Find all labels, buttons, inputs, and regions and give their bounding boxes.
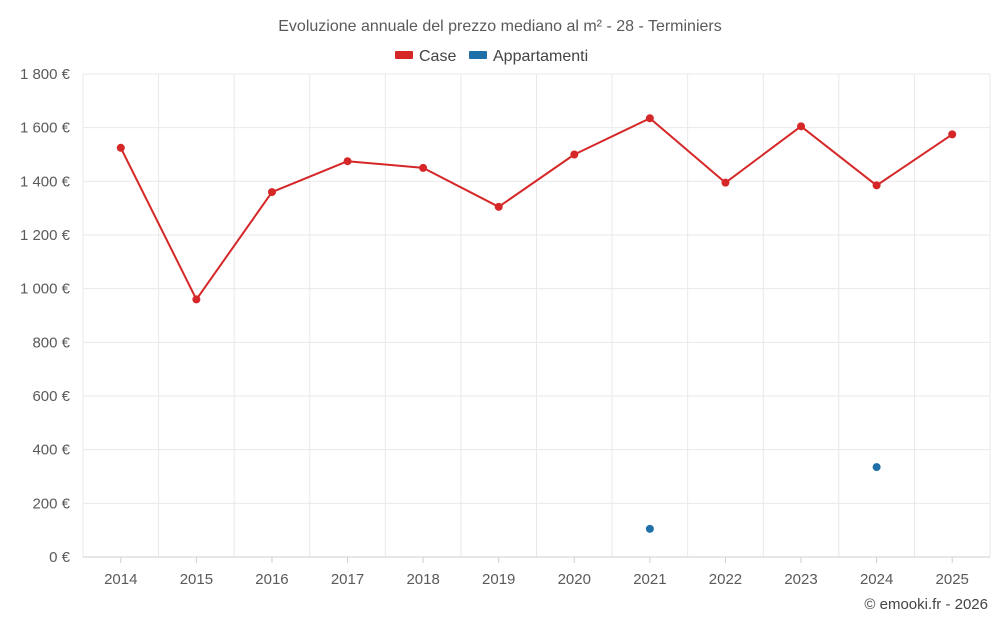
data-point-case[interactable] — [494, 202, 503, 211]
series — [116, 114, 957, 533]
data-point-case[interactable] — [343, 157, 352, 166]
series-appartamenti — [645, 463, 881, 533]
y-tick-label: 1 000 € — [20, 281, 71, 298]
x-tick-label: 2022 — [709, 571, 742, 588]
x-tick-label: 2025 — [936, 571, 969, 588]
y-tick-label: 800 € — [32, 334, 70, 351]
x-tick-label: 2015 — [180, 571, 213, 588]
data-point-appartamenti[interactable] — [645, 524, 654, 533]
legend-item-case[interactable]: Case — [395, 48, 456, 65]
x-tick-label: 2014 — [104, 571, 137, 588]
y-tick-label: 1 600 € — [20, 120, 71, 137]
y-axis: 0 € 200 € 400 € 600 € 800 € 1 000 € 1 200 € 1 4… — [20, 66, 71, 566]
data-point-case[interactable] — [948, 130, 957, 139]
x-tick-label: 2016 — [255, 571, 288, 588]
legend-label-appartamenti: Appartamenti — [493, 48, 588, 65]
x-tick-label: 2023 — [784, 571, 817, 588]
y-tick-label: 1 800 € — [20, 66, 71, 83]
data-point-case[interactable] — [645, 114, 654, 123]
x-tick-label: 2021 — [633, 571, 666, 588]
y-tick-label: 1 400 € — [20, 173, 71, 190]
legend-swatch-appartamenti — [469, 51, 487, 59]
x-tick-label: 2017 — [331, 571, 364, 588]
data-point-case[interactable] — [192, 295, 201, 304]
y-tick-label: 1 200 € — [20, 227, 71, 244]
x-axis: 2014 2015 2016 2017 2018 2019 2020 2021 2022 2023… — [83, 556, 990, 588]
legend-swatch-case — [395, 51, 413, 59]
data-point-appartamenti[interactable] — [872, 463, 881, 472]
x-tick-label: 2018 — [406, 571, 439, 588]
credit-text: © emooki.fr - 2026 — [864, 596, 988, 613]
y-tick-label: 400 € — [32, 442, 70, 459]
grid — [82, 73, 991, 557]
series-case — [116, 114, 957, 304]
data-point-case[interactable] — [872, 181, 881, 190]
data-point-case[interactable] — [570, 150, 579, 159]
x-tick-label: 2019 — [482, 571, 515, 588]
legend-label-case: Case — [419, 48, 456, 65]
series-line-case — [119, 117, 953, 301]
y-tick-label: 0 € — [49, 549, 71, 566]
data-point-case[interactable] — [721, 178, 730, 187]
x-tick-label: 2020 — [558, 571, 591, 588]
y-tick-label: 200 € — [32, 495, 70, 512]
legend: Case Appartamenti — [395, 48, 588, 65]
y-tick-label: 600 € — [32, 388, 70, 405]
legend-item-appartamenti[interactable]: Appartamenti — [469, 48, 588, 65]
data-point-case[interactable] — [267, 188, 276, 197]
x-tick-label: 2024 — [860, 571, 893, 588]
chart-title: Evoluzione annuale del prezzo mediano al… — [278, 18, 721, 35]
data-point-case[interactable] — [797, 122, 806, 131]
data-point-case[interactable] — [419, 163, 428, 172]
data-point-case[interactable] — [116, 143, 125, 152]
